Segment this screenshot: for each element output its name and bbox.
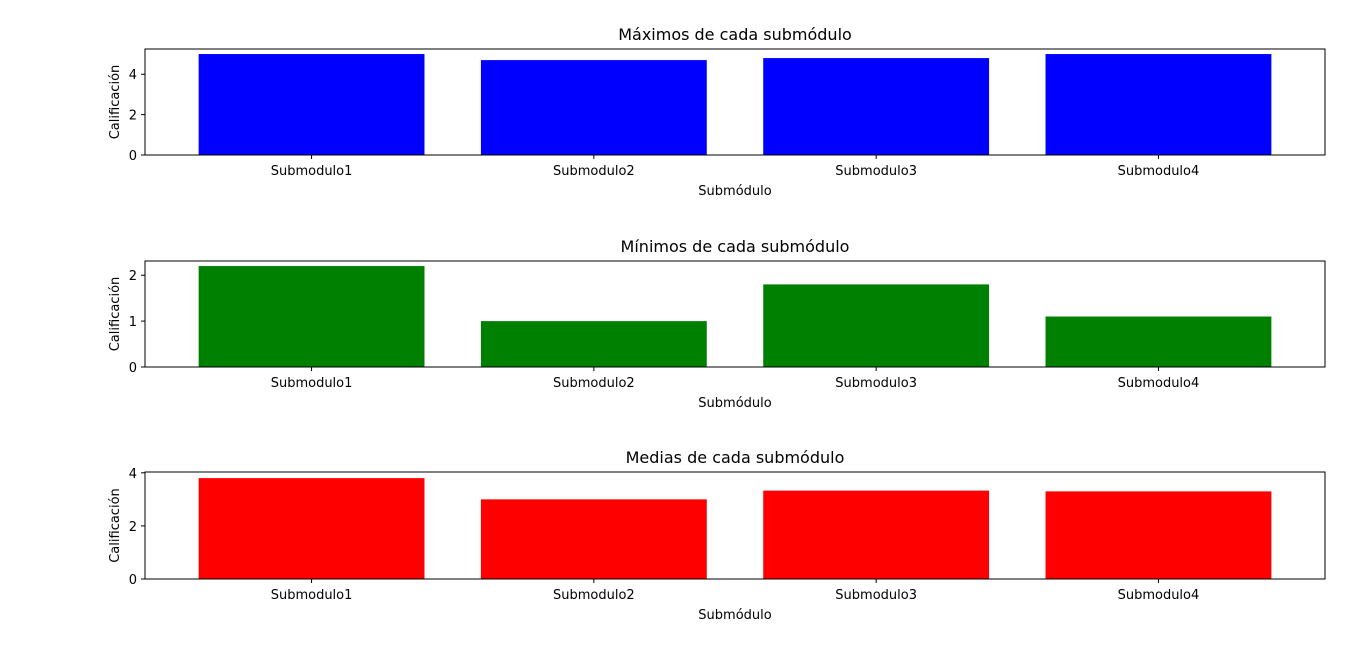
plot-frame bbox=[144, 48, 1326, 156]
bar-submodulo1 bbox=[198, 54, 425, 155]
y-tick-label: 4 bbox=[129, 68, 137, 83]
y-tick-label: 0 bbox=[129, 149, 137, 164]
y-tick-label: 0 bbox=[129, 573, 137, 588]
chart-panel-3: Submodulo1 Submodulo2 Submodulo3 Submodulo4… bbox=[108, 448, 1326, 623]
y-tick-label: 2 bbox=[129, 109, 137, 124]
x-axis-label: Submódulo bbox=[698, 184, 771, 199]
y-axis-label: Calificación bbox=[108, 488, 123, 563]
y-tick-label: 0 bbox=[129, 361, 137, 376]
bar-submodulo1 bbox=[198, 266, 425, 367]
chart-panel-2: Submodulo1 Submodulo2 Submodulo3 Submodulo4… bbox=[108, 237, 1326, 411]
y-tick-label: 4 bbox=[129, 467, 137, 482]
plot-frame bbox=[144, 260, 1326, 368]
y-tick-label: 1 bbox=[129, 315, 137, 330]
bar-submodulo3 bbox=[763, 58, 990, 156]
bar-submodulo3 bbox=[763, 490, 990, 579]
y-tick-label: 2 bbox=[129, 520, 137, 535]
x-tick-label: Submodulo1 bbox=[271, 376, 353, 391]
y-axis-label: Calificación bbox=[108, 65, 123, 140]
x-tick-label: Submodulo1 bbox=[271, 164, 353, 179]
x-tick-label: Submodulo2 bbox=[553, 376, 635, 391]
x-tick-label: Submodulo3 bbox=[835, 164, 917, 179]
chart-title: Medias de cada submódulo bbox=[626, 448, 845, 467]
x-tick-label: Submodulo2 bbox=[553, 164, 635, 179]
x-tick-label: Submodulo4 bbox=[1118, 588, 1200, 603]
bar-submodulo4 bbox=[1045, 491, 1272, 579]
x-axis-label: Submódulo bbox=[698, 608, 771, 623]
x-tick-label: Submodulo4 bbox=[1118, 164, 1200, 179]
chart-title: Mínimos de cada submódulo bbox=[621, 237, 850, 256]
y-tick-label: 2 bbox=[129, 269, 137, 284]
bar-submodulo2 bbox=[480, 60, 707, 155]
bar-submodulo1 bbox=[198, 478, 425, 579]
y-axis-label: Calificación bbox=[108, 277, 123, 352]
x-tick-label: Submodulo3 bbox=[835, 588, 917, 603]
bar-submodulo3 bbox=[763, 284, 990, 367]
bar-submodulo2 bbox=[480, 321, 707, 367]
bar-submodulo4 bbox=[1045, 54, 1272, 155]
chart-title: Máximos de cada submódulo bbox=[618, 25, 852, 44]
x-axis-label: Submódulo bbox=[698, 396, 771, 411]
bar-submodulo4 bbox=[1045, 316, 1272, 367]
chart-panel-1: Submodulo1 Submodulo2 Submodulo3 Submodulo4… bbox=[108, 25, 1326, 199]
x-tick-label: Submodulo1 bbox=[271, 588, 353, 603]
bar-submodulo2 bbox=[480, 499, 707, 579]
x-tick-label: Submodulo2 bbox=[553, 588, 635, 603]
x-tick-label: Submodulo4 bbox=[1118, 376, 1200, 391]
x-tick-label: Submodulo3 bbox=[835, 376, 917, 391]
